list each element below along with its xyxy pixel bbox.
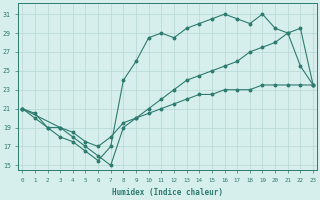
X-axis label: Humidex (Indice chaleur): Humidex (Indice chaleur) bbox=[112, 188, 223, 197]
